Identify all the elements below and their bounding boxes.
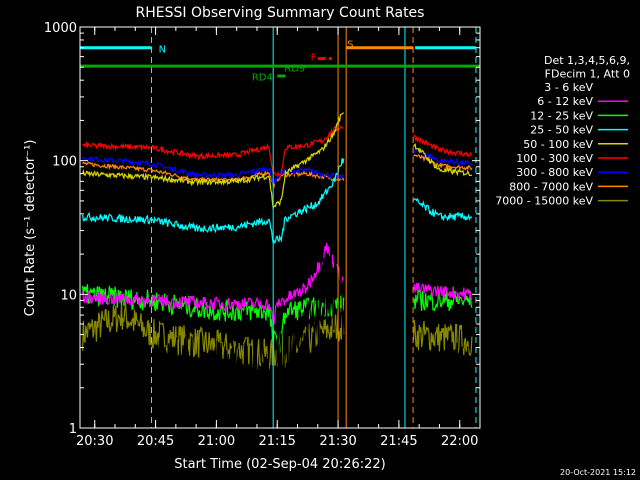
data-gap-0 <box>344 27 414 428</box>
annotation-f: F <box>311 53 317 64</box>
y-tick-label-0: 1 <box>69 422 77 437</box>
series-line-12-25-kev-1 <box>413 288 473 312</box>
legend: Det 1,3,4,5,6,9,FDecim 1, Att 03 - 6 keV… <box>495 54 630 208</box>
timestamp-label: 20-Oct-2021 15:12 <box>560 468 636 477</box>
annotation-s: S <box>347 39 353 50</box>
legend-label-8: 7000 - 15000 keV <box>495 195 593 208</box>
series-line-50-100-kev-0 <box>82 112 344 210</box>
y-tick-label-3: 1000 <box>44 21 77 36</box>
chart-title: RHESSI Observing Summary Count Rates <box>136 5 425 21</box>
series-line-800-7000-kev-1 <box>412 154 473 171</box>
x-tick-label-6: 22:00 <box>441 434 478 449</box>
x-tick-label-2: 21:00 <box>198 434 235 449</box>
series-line-300-800-kev-1 <box>412 148 473 167</box>
annotation-n: N <box>159 44 166 55</box>
y-tick-label-2: 100 <box>52 155 77 170</box>
series-line-25-50-kev-0 <box>82 158 345 246</box>
series-line-25-50-kev-1 <box>412 197 473 222</box>
x-tick-label-1: 20:45 <box>137 434 174 449</box>
legend-label-4: 50 - 100 keV <box>523 138 593 151</box>
annotation-rd4: RD4 <box>252 72 273 83</box>
axes: N S F RD9 RD4 20:30 20:45 21:00 21:15 21:30 21:45 2… <box>44 21 481 449</box>
legend-header-1: FDecim 1, Att 0 <box>545 68 630 81</box>
x-tick-label-0: 20:30 <box>76 434 113 449</box>
series-line-7000-15000-kev-0 <box>82 302 345 370</box>
series-line-50-100-kev-1 <box>412 143 472 177</box>
series-line-100-300-kev-1 <box>413 134 473 158</box>
series-line-100-300-kev-0 <box>82 125 344 177</box>
legend-label-5: 100 - 300 keV <box>516 152 593 165</box>
x-tick-label-5: 21:45 <box>380 434 417 449</box>
legend-label-6: 300 - 800 keV <box>516 166 593 179</box>
series-line-300-800-kev-0 <box>82 154 345 185</box>
series-line-3-6-kev-1 <box>412 340 473 428</box>
legend-label-2: 12 - 25 keV <box>530 109 593 122</box>
annotation-rd9: RD9 <box>284 63 305 74</box>
x-tick-label-4: 21:30 <box>319 434 356 449</box>
legend-label-1: 6 - 12 keV <box>537 95 593 108</box>
legend-label-0: 3 - 6 keV <box>544 81 593 94</box>
y-tick-label-1: 10 <box>60 288 77 303</box>
plot-area <box>80 27 480 428</box>
y-axis-label: Count Rate (s⁻¹ detector⁻¹) <box>23 140 38 317</box>
plot-frame <box>79 26 481 429</box>
legend-header-0: Det 1,3,4,5,6,9, <box>544 54 630 67</box>
series-line-3-6-kev-0 <box>82 241 345 428</box>
series-line-6-12-kev-0 <box>82 242 344 325</box>
plot-content <box>80 27 480 428</box>
legend-label-3: 25 - 50 keV <box>530 124 593 137</box>
x-axis-label: Start Time (02-Sep-04 20:26:22) <box>174 457 385 472</box>
x-tick-label-3: 21:15 <box>258 434 295 449</box>
legend-label-7: 800 - 7000 keV <box>509 180 593 193</box>
series-line-6-12-kev-1 <box>412 282 473 302</box>
